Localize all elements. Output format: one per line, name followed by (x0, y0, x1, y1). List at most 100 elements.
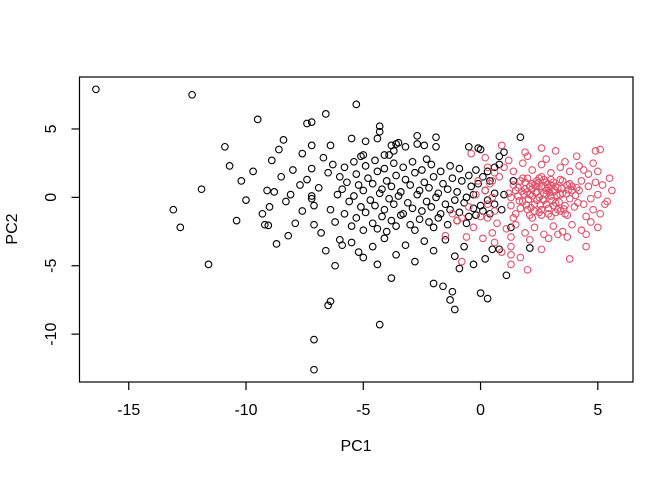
group-black-point (450, 305, 459, 314)
group-red-point (448, 209, 457, 218)
group-black-point (373, 224, 382, 233)
group-black-point (406, 220, 415, 229)
group-red-point (591, 178, 600, 187)
group-red-point (476, 212, 485, 221)
group-black-point (382, 177, 391, 185)
group-black-point (446, 205, 454, 214)
group-red-point (584, 170, 593, 178)
group-red-point (542, 155, 551, 163)
group-red-point (509, 214, 518, 222)
y-axis-tick-label: 0 (43, 193, 60, 202)
group-black-point (399, 163, 408, 172)
group-black-point (418, 166, 426, 174)
group-black-point (326, 141, 335, 150)
group-black-point (429, 172, 438, 181)
group-red-point (571, 191, 580, 200)
group-red-point (483, 214, 492, 222)
group-red-point (479, 234, 487, 243)
group-black-point (310, 201, 318, 210)
group-black-point (460, 242, 468, 251)
group-red-point (490, 207, 499, 215)
group-black-point (347, 134, 356, 143)
group-black-point (364, 174, 372, 183)
group-red-point (535, 174, 544, 183)
group-black-point (340, 209, 349, 218)
group-black-point (472, 211, 480, 219)
group-black-point (441, 200, 450, 209)
group-black-point (338, 185, 347, 194)
group-red-point (552, 191, 561, 200)
group-red-point (547, 212, 555, 221)
group-black-point (500, 190, 508, 199)
group-black-point (500, 148, 508, 157)
group-red-point (564, 185, 573, 194)
group-black-point (443, 220, 452, 229)
group-red-point (490, 168, 499, 177)
group-red-point (586, 218, 595, 226)
group-black-point (354, 248, 363, 256)
y-axis-tick-label: -5 (43, 259, 60, 273)
group-black-point (335, 172, 344, 181)
group-red-point (521, 178, 529, 187)
x-axis-tick-label: -15 (117, 402, 140, 419)
group-red-point (516, 253, 525, 262)
group-black-point (286, 190, 295, 199)
group-red-point (596, 209, 605, 218)
group-black-point (432, 142, 440, 151)
group-black-point (352, 214, 361, 222)
group-black-point (448, 174, 457, 183)
group-red-point (507, 242, 515, 251)
group-black-point (387, 182, 396, 191)
group-black-point (427, 203, 436, 211)
group-black-point (375, 122, 384, 131)
group-black-point (434, 189, 443, 198)
group-red-point (500, 163, 508, 172)
group-black-point (169, 205, 178, 214)
group-black-point (408, 157, 417, 166)
group-red-point (537, 211, 546, 219)
group-black-point (392, 171, 400, 180)
group-red-point (557, 184, 566, 193)
group-red-point (575, 186, 583, 195)
group-black-point (411, 168, 419, 177)
group-black-point (197, 185, 206, 194)
group-black-point (469, 260, 478, 269)
group-black-point (429, 246, 438, 255)
group-red-point (556, 175, 565, 184)
group-black-point (338, 241, 347, 250)
group-black-point (333, 190, 342, 199)
group-black-point (237, 177, 246, 185)
group-black-point (380, 205, 389, 214)
group-red-point (462, 233, 471, 241)
group-black-point (331, 261, 339, 270)
group-red-point (507, 260, 515, 269)
group-black-point (396, 188, 405, 196)
group-black-point (321, 110, 330, 118)
group-red-point (605, 174, 614, 183)
group-black-point (415, 186, 424, 195)
group-red-point (518, 174, 527, 183)
group-red-point (467, 149, 476, 158)
group-black-point (275, 145, 283, 154)
group-black-point (307, 164, 316, 173)
group-black-point (418, 207, 426, 215)
group-black-point (380, 164, 389, 173)
group-black-point (188, 90, 196, 99)
group-black-point (310, 335, 318, 344)
group-red-point (528, 166, 537, 174)
group-black-point (324, 168, 332, 177)
group-black-point (298, 207, 307, 215)
group-black-point (474, 179, 483, 188)
group-black-point (432, 133, 440, 142)
group-black-point (401, 175, 410, 184)
group-red-point (572, 152, 581, 161)
group-black-point (371, 201, 379, 210)
group-red-point (469, 223, 478, 232)
group-black-point (382, 227, 391, 236)
group-black-point (272, 240, 281, 248)
group-black-point (483, 294, 492, 303)
group-black-point (317, 229, 325, 237)
group-black-point (380, 234, 389, 243)
group-black-point (263, 186, 271, 195)
